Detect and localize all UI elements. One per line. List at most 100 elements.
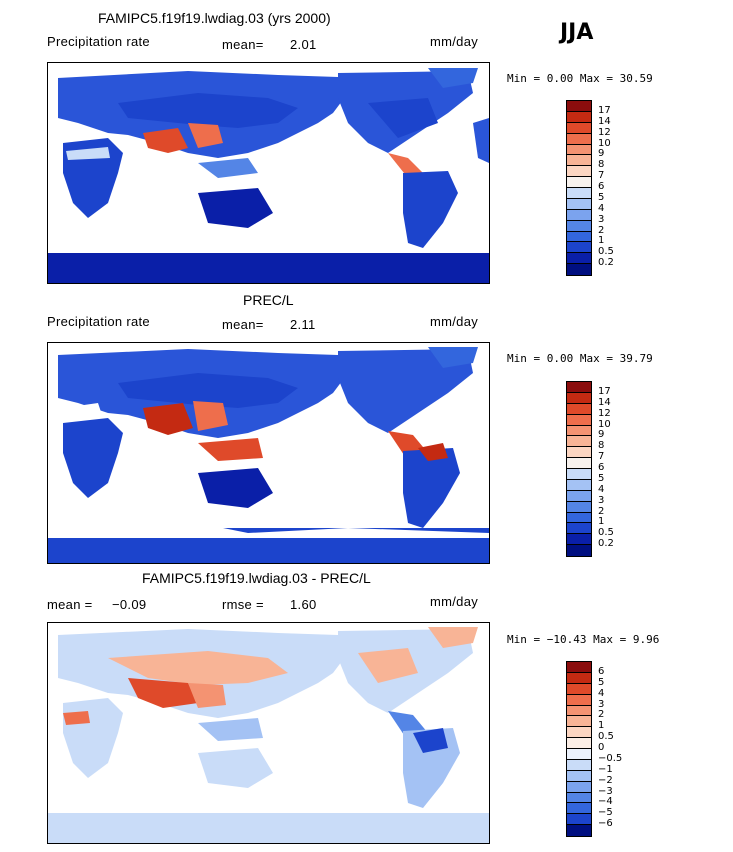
panel1-mean-value: 2.01 bbox=[290, 37, 317, 52]
panel2-map-svg bbox=[48, 347, 489, 563]
panel2-mean-value: 2.11 bbox=[290, 317, 316, 332]
colorbar-swatch bbox=[567, 177, 591, 188]
colorbar-swatch bbox=[567, 382, 591, 393]
colorbar-swatch bbox=[567, 512, 591, 524]
colorbar-swatch bbox=[567, 122, 591, 134]
panel1-mean-label: mean= bbox=[222, 37, 264, 52]
colorbar-label: 10 bbox=[598, 137, 611, 149]
colorbar-swatch bbox=[567, 101, 591, 112]
panel2-min-max: Min = 0.00 Max = 39.79 bbox=[507, 352, 653, 365]
colorbar-label: −0.5 bbox=[598, 752, 623, 764]
colorbar-label: 14 bbox=[598, 396, 611, 408]
colorbar-swatch bbox=[567, 803, 591, 815]
colorbar-swatch bbox=[567, 792, 591, 804]
colorbar-label: 2 bbox=[598, 505, 605, 517]
colorbar-label: −1 bbox=[598, 763, 613, 775]
colorbar-swatch bbox=[567, 781, 591, 793]
colorbar-label: 8 bbox=[598, 159, 605, 171]
colorbar-swatch bbox=[567, 523, 591, 535]
colorbar-label: 3 bbox=[598, 213, 605, 225]
colorbar-label: 0.5 bbox=[598, 731, 614, 743]
colorbar-label: 4 bbox=[598, 483, 605, 495]
panel3-rmse-label: rmse = bbox=[222, 597, 264, 612]
panel2-variable-label: Precipitation rate bbox=[47, 314, 150, 329]
colorbar-swatch bbox=[567, 403, 591, 415]
panel2-colorbar-labels: 17 14 12 10 9 8 7 6 5 4 3 2 1 0.5 0.2 bbox=[598, 385, 614, 550]
panel1-title: FAMIPC5.f19f19.lwdiag.03 (yrs 2000) bbox=[98, 10, 331, 26]
colorbar-swatch bbox=[567, 662, 591, 673]
colorbar-swatch bbox=[567, 672, 591, 684]
panel2-mean-label: mean= bbox=[222, 317, 264, 332]
colorbar-label: 3 bbox=[598, 494, 605, 506]
colorbar-swatch bbox=[567, 242, 591, 254]
colorbar-swatch bbox=[567, 727, 591, 739]
colorbar-swatch bbox=[567, 392, 591, 404]
colorbar-label: 2 bbox=[598, 224, 605, 236]
colorbar-swatch bbox=[567, 155, 591, 167]
panel2-colorbar bbox=[566, 381, 592, 557]
colorbar-swatch bbox=[567, 490, 591, 502]
colorbar-swatch bbox=[567, 436, 591, 448]
panel1-map bbox=[47, 62, 490, 284]
colorbar-label: 12 bbox=[598, 126, 611, 138]
panel3-map bbox=[47, 622, 490, 844]
panel2-title: PREC/L bbox=[243, 292, 294, 308]
colorbar-label: 0.5 bbox=[598, 527, 614, 539]
colorbar-label: 17 bbox=[598, 104, 611, 116]
colorbar-swatch bbox=[567, 770, 591, 782]
colorbar-swatch bbox=[567, 166, 591, 178]
colorbar-label: 0 bbox=[598, 742, 605, 753]
colorbar-swatch bbox=[567, 253, 591, 265]
colorbar-label: 1 bbox=[598, 516, 605, 528]
colorbar-swatch bbox=[567, 447, 591, 459]
colorbar-swatch bbox=[567, 501, 591, 513]
panel1-min-max: Min = 0.00 Max = 30.59 bbox=[507, 72, 653, 85]
panel1-colorbar bbox=[566, 100, 592, 276]
colorbar-label: 5 bbox=[598, 472, 605, 484]
panel3-units: mm/day bbox=[430, 594, 479, 609]
panel1-colorbar-labels: 17 14 12 10 9 8 7 6 5 4 3 2 1 0.5 0.2 bbox=[598, 104, 614, 269]
colorbar-swatch bbox=[567, 111, 591, 123]
colorbar-label: 10 bbox=[598, 418, 611, 430]
colorbar-label: −4 bbox=[598, 796, 613, 808]
panel3-mean-label: mean = bbox=[47, 597, 93, 612]
panel1-map-svg bbox=[48, 68, 489, 283]
colorbar-swatch bbox=[567, 133, 591, 145]
colorbar-label: 7 bbox=[598, 451, 605, 463]
colorbar-swatch bbox=[567, 705, 591, 717]
colorbar-swatch bbox=[567, 458, 591, 469]
colorbar-label: 1 bbox=[598, 235, 605, 247]
panel3-colorbar bbox=[566, 661, 592, 837]
colorbar-swatch bbox=[567, 220, 591, 232]
colorbar-label: 4 bbox=[598, 687, 605, 699]
panel3-map-svg bbox=[48, 627, 489, 843]
colorbar-label: 3 bbox=[598, 698, 605, 710]
colorbar-swatch bbox=[567, 198, 591, 210]
colorbar-label: −3 bbox=[598, 785, 613, 797]
panel2-map bbox=[47, 342, 490, 564]
panel3-rmse-value: 1.60 bbox=[290, 597, 317, 612]
colorbar-label: 0.2 bbox=[598, 257, 614, 269]
colorbar-swatch bbox=[567, 479, 591, 491]
colorbar-label: 17 bbox=[598, 385, 611, 397]
colorbar-label: 4 bbox=[598, 202, 605, 214]
colorbar-label: −5 bbox=[598, 807, 613, 819]
colorbar-swatch bbox=[567, 264, 591, 275]
colorbar-swatch bbox=[567, 814, 591, 826]
colorbar-label: 9 bbox=[598, 148, 605, 160]
colorbar-swatch bbox=[567, 188, 591, 199]
colorbar-label: 6 bbox=[598, 665, 605, 677]
colorbar-swatch bbox=[567, 738, 591, 749]
colorbar-swatch bbox=[567, 144, 591, 156]
colorbar-swatch bbox=[567, 414, 591, 426]
colorbar-label: 6 bbox=[598, 462, 605, 473]
colorbar-swatch bbox=[567, 231, 591, 243]
colorbar-swatch bbox=[567, 469, 591, 480]
colorbar-label: 7 bbox=[598, 170, 605, 182]
panel2-units: mm/day bbox=[430, 314, 479, 329]
colorbar-label: 5 bbox=[598, 676, 605, 688]
colorbar-label: 14 bbox=[598, 115, 611, 127]
colorbar-label: 8 bbox=[598, 440, 605, 452]
colorbar-swatch bbox=[567, 425, 591, 437]
colorbar-swatch bbox=[567, 759, 591, 771]
